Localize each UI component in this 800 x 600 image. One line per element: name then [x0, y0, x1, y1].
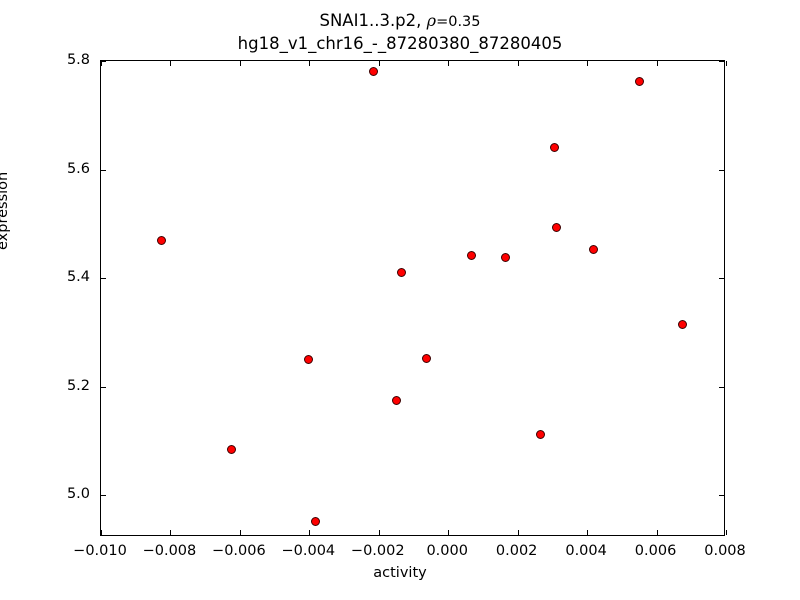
plot-axes-frame — [100, 60, 727, 536]
x-axis-tick-label: 0.002 — [495, 543, 538, 559]
x-axis-tick-label: −0.008 — [142, 543, 197, 559]
x-axis-tick — [656, 61, 658, 66]
x-axis-tick-label: −0.002 — [350, 543, 405, 559]
x-axis-tick-label: 0.008 — [704, 543, 746, 559]
x-axis-tick — [517, 530, 519, 535]
y-axis-tick-label: 5.0 — [66, 486, 90, 503]
x-axis-tick — [170, 61, 172, 66]
rho-value: 0.35 — [448, 14, 481, 30]
data-point — [467, 251, 477, 261]
rho-equals: = — [436, 14, 449, 30]
x-axis-label: activity — [373, 565, 427, 581]
data-point — [549, 142, 559, 152]
x-axis-tick — [309, 61, 311, 66]
y-axis-tick-label: 5.4 — [66, 269, 90, 286]
chart-title-line-1: SNAI1..3.p2, ρ=0.35 — [0, 10, 800, 33]
y-axis-tick — [101, 61, 106, 62]
y-axis-tick — [101, 169, 106, 171]
y-axis-tick — [101, 386, 106, 388]
x-axis-tick — [239, 61, 241, 66]
data-point — [421, 353, 431, 363]
y-axis-tick-label: 5.2 — [66, 377, 90, 394]
y-axis-tick — [719, 278, 724, 280]
x-axis-tick — [448, 530, 450, 535]
x-axis-tick — [517, 61, 519, 66]
x-axis-tick — [726, 530, 727, 535]
x-axis-tick-label: 0.000 — [426, 543, 468, 559]
data-point — [156, 235, 166, 245]
x-axis-tick — [726, 61, 727, 66]
chart-title-prefix: SNAI1..3.p2, — [319, 11, 427, 30]
x-axis-tick-label: −0.010 — [73, 543, 127, 559]
chart-title-line-2: hg18_v1_chr16_-_87280380_87280405 — [237, 34, 563, 53]
x-axis-tick-label: 0.006 — [634, 543, 677, 559]
x-axis-tick-label: −0.004 — [281, 543, 336, 559]
x-axis-tick — [101, 61, 102, 66]
data-point — [391, 395, 401, 405]
y-axis-tick — [719, 495, 724, 497]
y-axis-tick — [101, 278, 106, 280]
data-point — [304, 355, 314, 365]
data-point — [368, 67, 378, 77]
x-axis-tick — [587, 61, 589, 66]
data-point — [588, 245, 598, 255]
data-point — [678, 319, 688, 329]
x-axis-tick-label: 0.004 — [565, 543, 607, 559]
y-axis-tick-label: 5.8 — [66, 52, 90, 68]
x-axis-tick — [656, 530, 658, 535]
y-axis-tick-label: 5.6 — [66, 160, 90, 177]
data-point — [501, 252, 510, 262]
data-point — [634, 77, 644, 87]
x-axis-tick — [101, 530, 102, 535]
y-axis-tick — [719, 61, 724, 62]
x-axis-tick — [239, 530, 241, 535]
data-point — [311, 517, 321, 527]
data-point — [552, 222, 562, 232]
x-axis-tick — [378, 530, 380, 535]
y-axis-tick — [101, 495, 106, 497]
data-point — [227, 444, 237, 454]
y-axis-tick — [719, 386, 724, 388]
x-axis-tick — [448, 61, 450, 66]
x-axis-tick — [309, 530, 311, 535]
y-axis-tick — [719, 169, 724, 171]
data-point — [397, 267, 407, 277]
rho-symbol: ρ — [426, 11, 437, 30]
plot-data-area — [101, 61, 724, 535]
data-point — [536, 430, 546, 440]
x-axis-tick — [378, 61, 380, 66]
x-axis-tick — [587, 530, 589, 535]
chart-title: SNAI1..3.p2, ρ=0.35 hg18_v1_chr16_-_8728… — [0, 10, 800, 54]
x-axis-tick-label: −0.006 — [212, 543, 266, 559]
x-axis-tick — [170, 530, 172, 535]
y-axis-label: expression — [0, 171, 11, 250]
